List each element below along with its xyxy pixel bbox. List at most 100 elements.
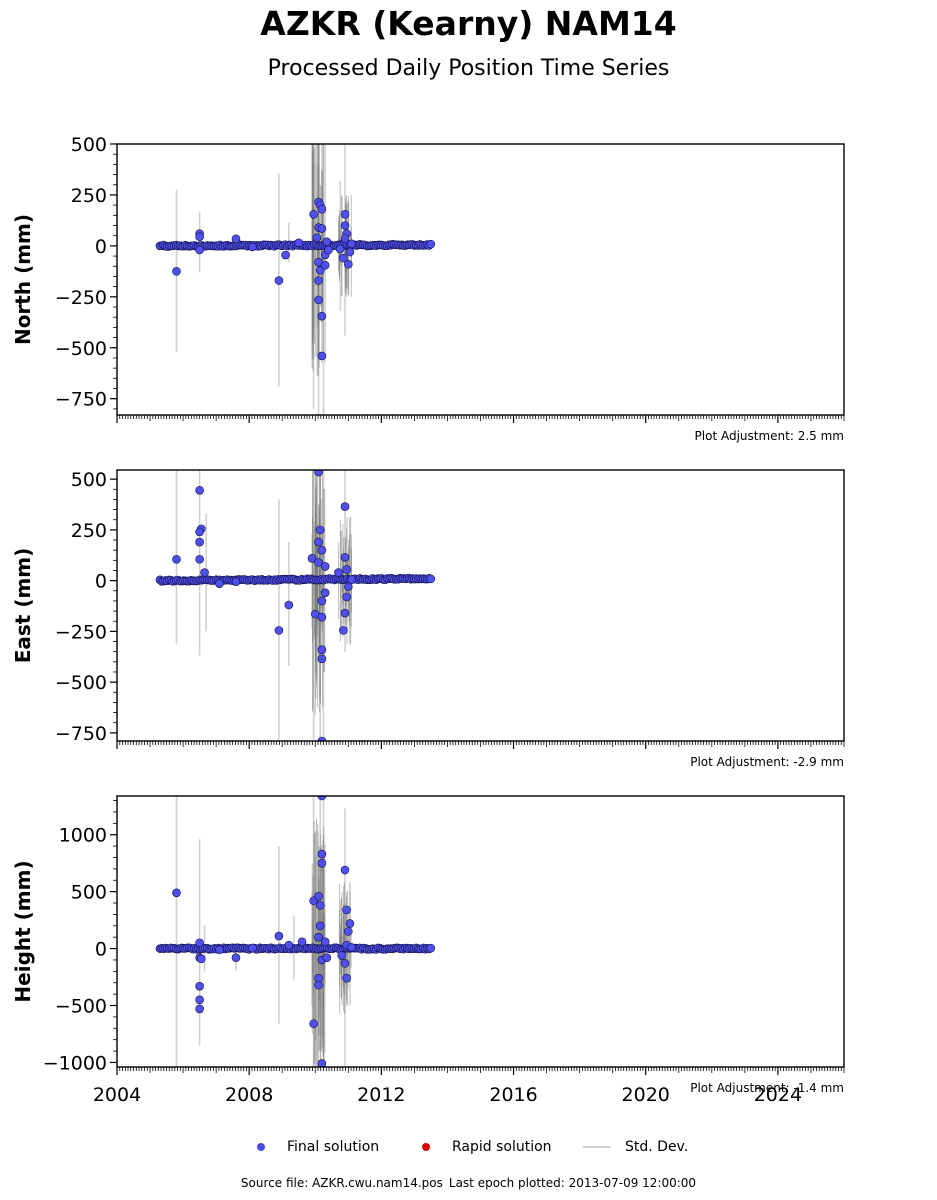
source-footer: Source file: AZKR.cwu.nam14.pos Last epoc… xyxy=(0,1176,937,1190)
data-point xyxy=(294,238,304,248)
data-point xyxy=(426,574,436,584)
legend-rapid-label: Rapid solution xyxy=(452,1139,552,1155)
plot-adjustment-label: Plot Adjustment: -1.4 mm xyxy=(690,1081,844,1095)
data-point xyxy=(314,295,323,305)
data-point xyxy=(215,579,224,588)
source-file: Source file: AZKR.cwu.nam14.pos xyxy=(240,1176,443,1190)
plot-adjustment-label: Plot Adjustment: -2.9 mm xyxy=(690,755,844,769)
data-point xyxy=(248,242,257,252)
plot-area-east xyxy=(155,470,436,741)
x-tick-label: 2024 xyxy=(754,1084,802,1106)
data-point xyxy=(317,654,327,664)
data-point xyxy=(339,253,348,263)
data-point xyxy=(309,1019,318,1029)
data-point xyxy=(317,545,327,555)
data-point xyxy=(309,209,318,219)
y-tick-label: −750 xyxy=(55,389,107,411)
data-point xyxy=(320,937,330,947)
data-point xyxy=(334,568,343,577)
data-point xyxy=(312,233,322,243)
data-point xyxy=(195,981,204,991)
data-point xyxy=(317,351,327,361)
data-point xyxy=(320,260,330,270)
data-point xyxy=(426,943,436,953)
x-tick-label: 2008 xyxy=(225,1084,273,1106)
panel-east: 500 250 0 −250 −500 −750 East (mm) Plot Adjustm… xyxy=(11,469,845,769)
data-point xyxy=(340,608,350,618)
data-point xyxy=(274,931,284,941)
y-tick-label: 500 xyxy=(71,469,107,491)
y-tick-label: −250 xyxy=(55,621,107,643)
y-tick-label: 500 xyxy=(71,882,107,904)
plot-area-height xyxy=(155,796,436,1067)
plot-frame-height xyxy=(116,795,845,1068)
plot-area-north xyxy=(155,144,436,415)
y-axis-label: East (mm) xyxy=(11,548,35,664)
data-point xyxy=(342,973,351,983)
y-tick-label: 250 xyxy=(71,185,107,207)
data-point xyxy=(315,525,325,535)
y-tick-label: −750 xyxy=(55,723,107,745)
data-point xyxy=(196,954,206,964)
y-tick-label: 0 xyxy=(95,939,107,961)
data-point xyxy=(314,537,323,547)
data-point xyxy=(340,865,350,875)
y-axis-label: North (mm) xyxy=(11,214,35,345)
legend-std-label: Std. Dev. xyxy=(625,1139,689,1155)
data-point xyxy=(342,565,351,574)
chart-title: AZKR (Kearny) NAM14 xyxy=(260,4,677,43)
data-point xyxy=(317,796,327,801)
y-tick-label: 250 xyxy=(71,520,107,542)
data-point xyxy=(172,555,181,564)
data-point xyxy=(337,951,347,960)
data-point xyxy=(317,612,327,622)
data-point xyxy=(340,209,350,219)
data-point xyxy=(322,953,332,962)
data-point xyxy=(195,232,204,242)
plot-frame-east xyxy=(116,469,845,742)
data-point xyxy=(195,1004,204,1014)
y-axis-label: Height (mm) xyxy=(11,860,35,1002)
data-point xyxy=(297,937,307,947)
data-point xyxy=(274,626,284,635)
data-point xyxy=(317,311,327,321)
rapid-solution-marker xyxy=(422,1143,430,1151)
data-point xyxy=(317,849,327,859)
data-point xyxy=(284,600,294,610)
x-tick-label: 2020 xyxy=(622,1084,670,1106)
data-point xyxy=(274,276,284,285)
data-point xyxy=(347,943,356,952)
data-point xyxy=(317,596,327,606)
chart-subtitle: Processed Daily Position Time Series xyxy=(267,56,670,81)
data-point xyxy=(195,485,204,495)
y-tick-label: 1000 xyxy=(59,825,107,847)
x-tick-label: 2016 xyxy=(489,1084,537,1106)
x-tick-label: 2012 xyxy=(357,1084,405,1106)
y-tick-label: −250 xyxy=(55,287,107,309)
data-point xyxy=(281,250,290,260)
data-point xyxy=(339,626,348,635)
data-point xyxy=(314,558,323,567)
y-tick-label: 0 xyxy=(95,236,107,258)
data-point xyxy=(172,888,181,898)
panel-north: 500 250 0 −250 −500 −750 North (mm) Plot Adjust… xyxy=(11,134,845,443)
data-point xyxy=(344,259,353,269)
data-point xyxy=(320,562,330,571)
data-point xyxy=(195,995,204,1005)
data-point xyxy=(320,588,330,598)
data-point xyxy=(231,953,241,962)
final-solution-marker xyxy=(257,1143,265,1151)
data-point xyxy=(340,234,350,244)
data-point xyxy=(340,959,350,968)
data-point xyxy=(314,932,323,942)
data-point xyxy=(195,245,204,255)
data-point xyxy=(347,239,356,249)
data-point xyxy=(195,527,204,537)
data-point xyxy=(340,502,350,511)
data-point xyxy=(314,891,323,901)
data-point xyxy=(342,592,351,602)
data-point xyxy=(347,575,356,584)
data-point xyxy=(215,945,224,955)
data-point xyxy=(315,901,325,910)
